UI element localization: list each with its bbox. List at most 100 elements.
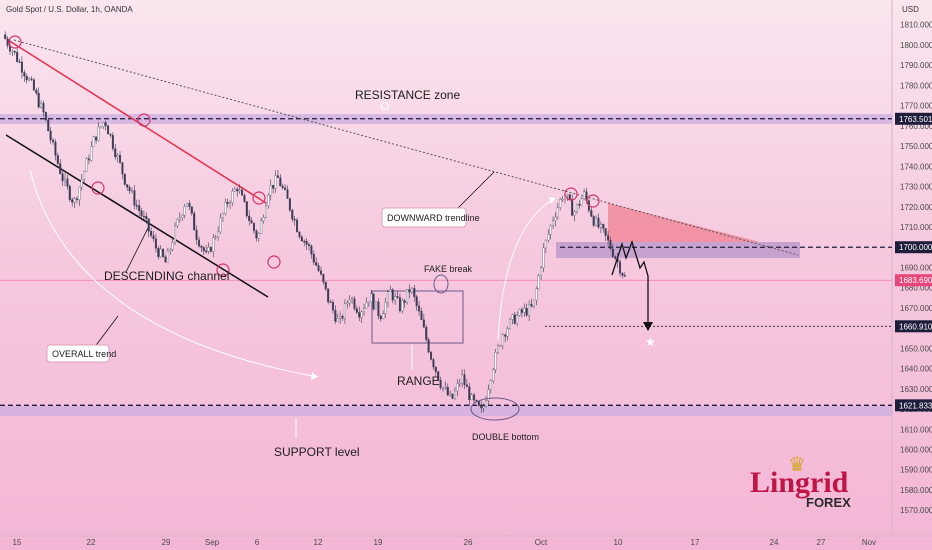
- time-tick-label: 12: [314, 538, 323, 547]
- price-tick-label: 1750.000: [900, 142, 932, 151]
- candle-body: [487, 389, 490, 401]
- candle-body: [11, 50, 14, 53]
- overall-trend-box: [46, 344, 110, 363]
- time-axis[interactable]: 15 22 29 Sep 6 12 19 26 Oct 10 17 24 27 Nov: [13, 538, 877, 547]
- candle-body: [442, 387, 444, 389]
- candle-body: [434, 366, 437, 372]
- candle-body: [279, 177, 282, 187]
- trendline-pointer: [457, 171, 495, 209]
- candle-body: [351, 298, 354, 301]
- crown-icon: ♛: [788, 454, 806, 476]
- candle-body: [535, 288, 538, 301]
- candle-body: [264, 205, 267, 218]
- candle-body: [394, 296, 397, 301]
- candle-body: [276, 175, 279, 178]
- candle-body: [475, 399, 478, 402]
- candle-body: [544, 239, 547, 249]
- candle-body: [451, 393, 454, 399]
- candle-body: [23, 72, 26, 77]
- candle-body: [530, 304, 533, 307]
- candle-body: [360, 311, 363, 318]
- annotations-layer: RESISTANCE zone DESCENDING channel RANGE…: [46, 88, 539, 459]
- candle-body: [623, 275, 626, 277]
- candle-body: [104, 122, 107, 126]
- candle-body: [80, 179, 83, 188]
- candle-body: [37, 92, 40, 108]
- overall-pointer: [93, 315, 119, 349]
- recovery-arrow: [497, 199, 553, 341]
- candle-body: [343, 303, 346, 319]
- target-star-icon: ★: [645, 335, 656, 349]
- candle-body: [578, 203, 581, 206]
- candle-body: [552, 220, 555, 226]
- price-axis[interactable]: 1570.000 1580.000 1590.000 1600.000 1610.000…: [895, 21, 932, 515]
- candle-body: [66, 178, 69, 187]
- candle-body: [123, 173, 126, 185]
- candle-body: [269, 185, 272, 196]
- candle-body: [499, 345, 502, 347]
- marks-layer: ★: [8, 35, 656, 438]
- candle-body: [68, 186, 71, 200]
- candle-body: [169, 249, 172, 252]
- candle-body: [523, 308, 526, 313]
- candle-body: [599, 224, 602, 228]
- price-level-badge: [895, 241, 932, 254]
- candle-body: [348, 299, 351, 304]
- candle-body: [532, 299, 535, 307]
- price-tick-label: 1780.000: [900, 81, 932, 90]
- candle-body: [494, 352, 497, 371]
- candle-body: [267, 194, 270, 207]
- candle-body: [207, 247, 210, 252]
- candle-body: [444, 387, 447, 389]
- candle-body: [561, 198, 564, 201]
- candle-body: [602, 224, 605, 229]
- candle-body: [248, 215, 251, 221]
- brand-name: Lingrid: [750, 466, 849, 499]
- price-tick-label: 1800.000: [900, 41, 932, 50]
- double-bottom-label: DOUBLE bottom: [472, 432, 539, 442]
- candle-body: [221, 213, 224, 218]
- price-level-value: 1621.833: [899, 401, 932, 410]
- candle-body: [398, 297, 401, 312]
- candle-body: [508, 319, 511, 329]
- candle-body: [489, 380, 492, 390]
- candle-body: [312, 253, 315, 263]
- candle-body: [219, 217, 222, 233]
- candle-body: [281, 185, 284, 188]
- candle-body: [231, 191, 234, 203]
- candle-body: [75, 198, 78, 201]
- price-tick-label: 1720.000: [900, 203, 932, 212]
- time-tick-label: 22: [87, 538, 96, 547]
- downward-trendline: [13, 39, 799, 256]
- range-label: RANGE: [397, 374, 440, 388]
- candle-body: [197, 239, 200, 247]
- resistance-zone-band: [0, 114, 892, 124]
- candle-body: [518, 309, 521, 316]
- candle-body: [176, 219, 179, 227]
- candle-body: [310, 245, 313, 255]
- candle-body: [406, 289, 409, 303]
- candle-body: [437, 371, 440, 381]
- candle-body: [410, 288, 413, 293]
- candle-body: [329, 301, 332, 303]
- candle-body: [20, 61, 23, 73]
- time-tick-label: Oct: [535, 538, 548, 547]
- price-tick-label: 1610.000: [900, 425, 932, 434]
- candle-body: [308, 244, 311, 247]
- candle-body: [427, 339, 430, 353]
- candle-body: [303, 240, 306, 243]
- candle-body: [56, 155, 59, 164]
- time-tick-label: 6: [255, 538, 260, 547]
- candle-body: [255, 230, 258, 239]
- candle-body: [485, 400, 488, 407]
- candle-body: [262, 217, 265, 221]
- candle-body: [214, 236, 217, 239]
- candle-body: [164, 256, 167, 263]
- candle-body: [142, 215, 145, 218]
- candle-body: [355, 308, 358, 313]
- candle-body: [597, 217, 600, 228]
- price-level-badge: [895, 274, 932, 287]
- candle-body: [296, 219, 299, 233]
- candle-body: [291, 210, 294, 220]
